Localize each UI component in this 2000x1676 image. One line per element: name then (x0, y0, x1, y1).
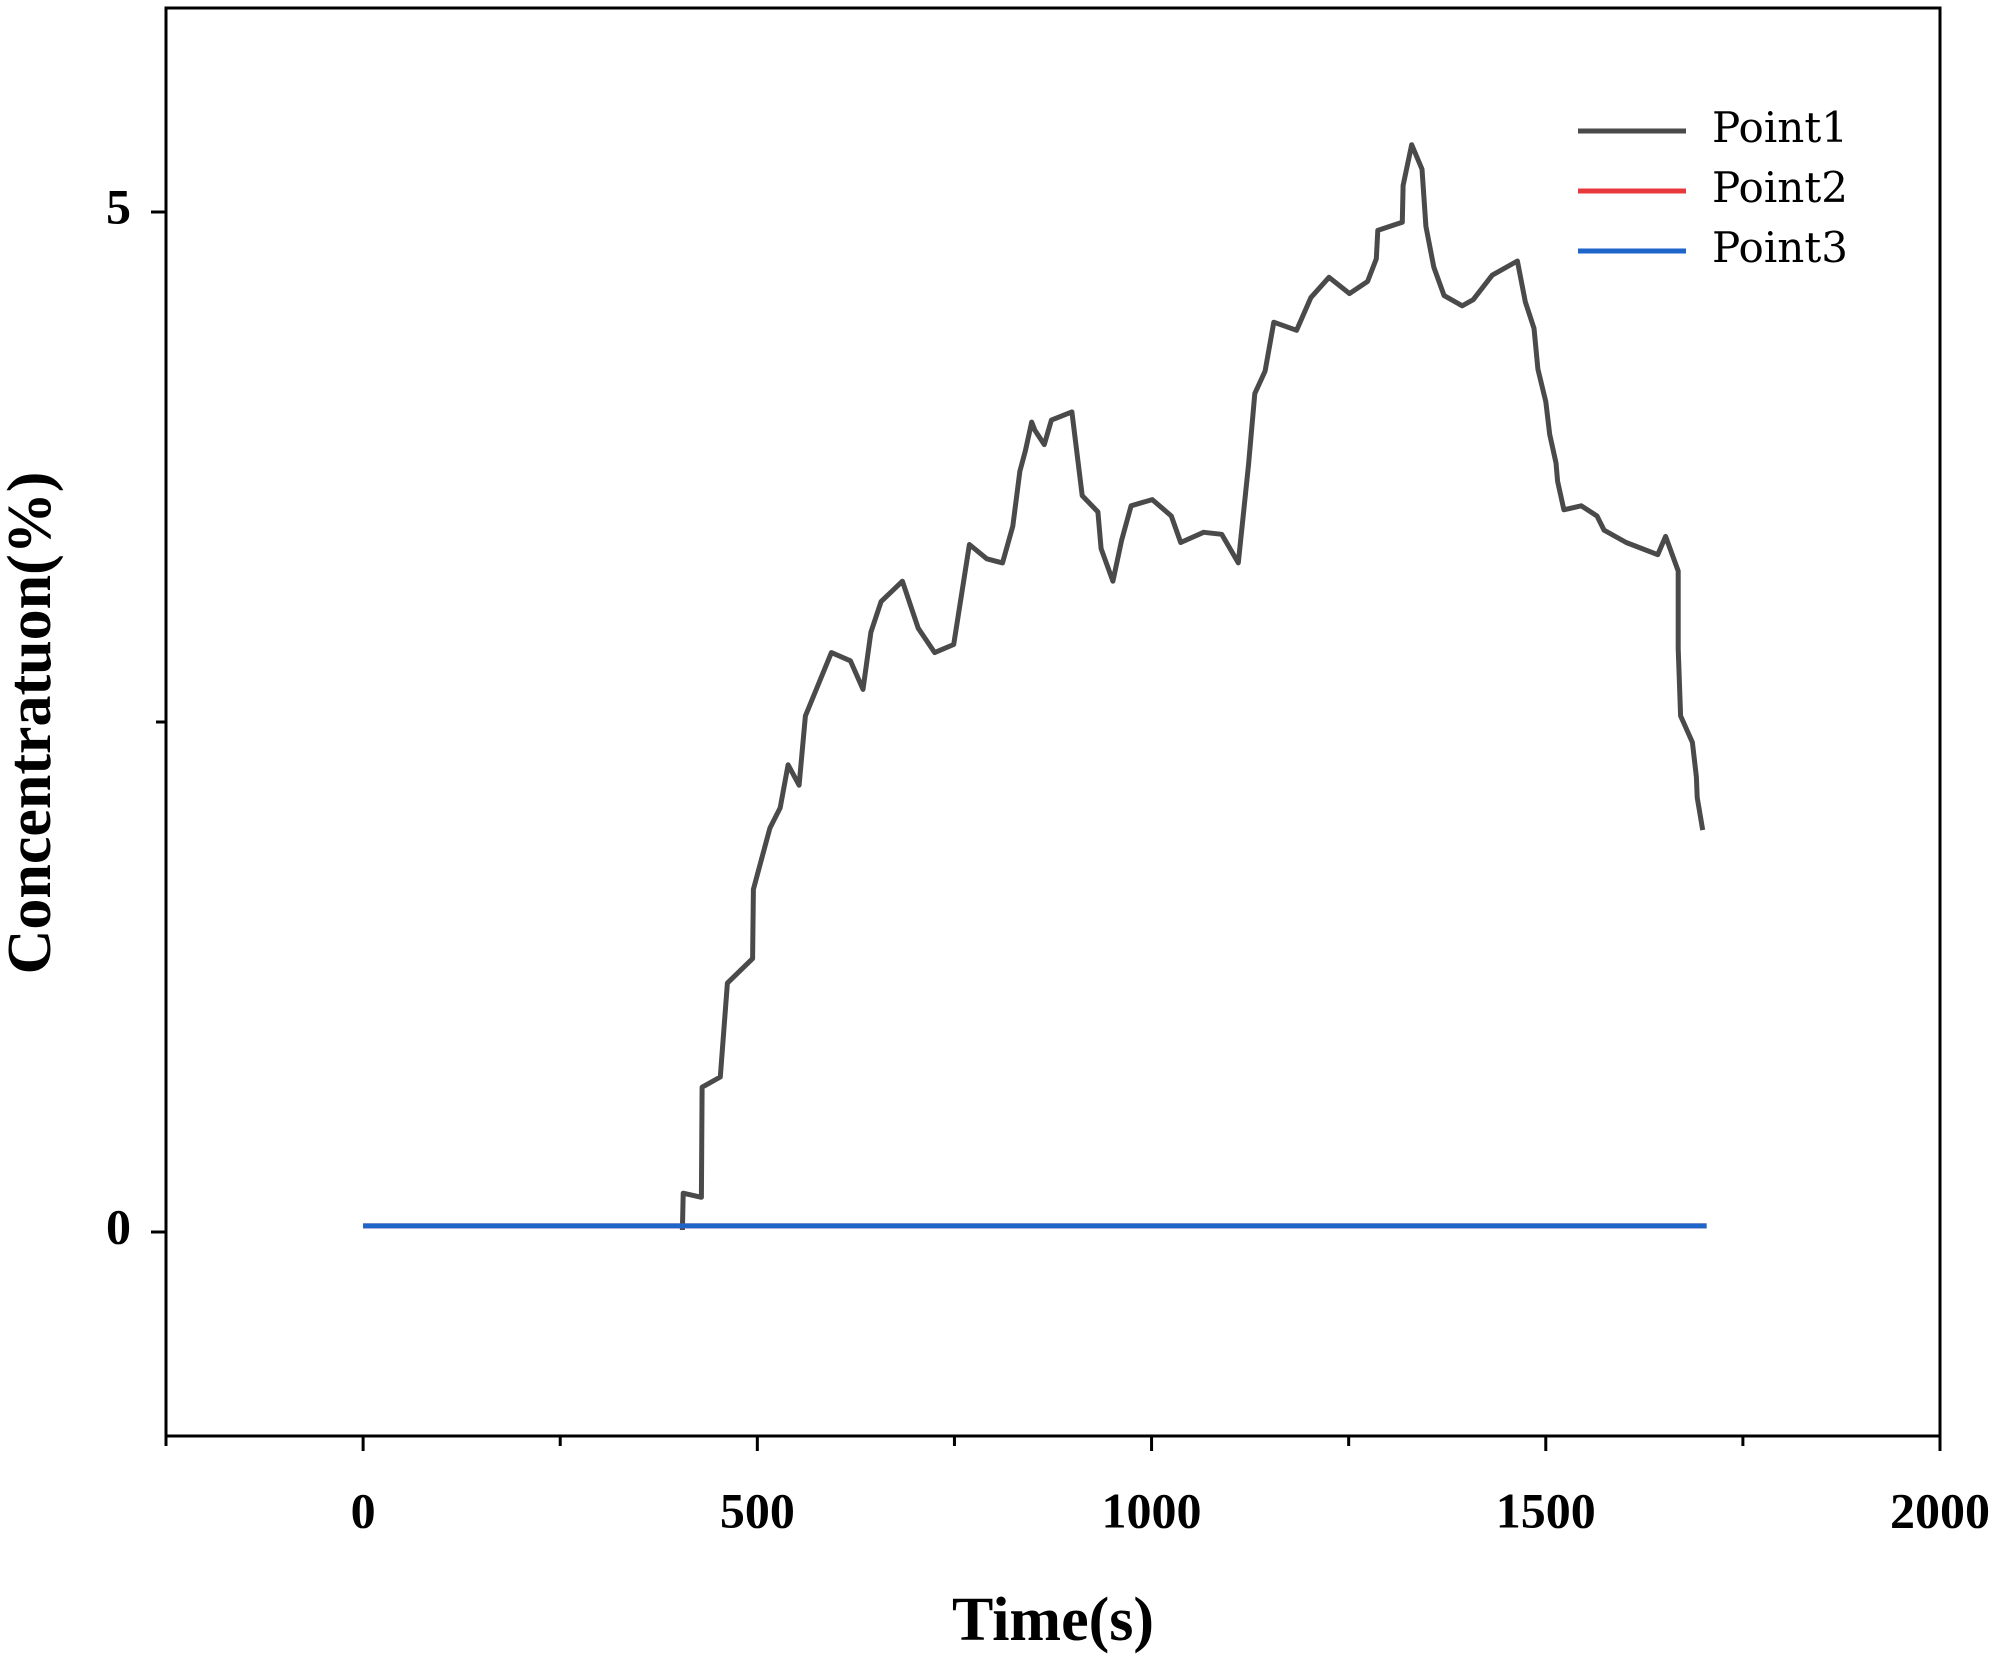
x-tick-label: 1000 (1102, 1482, 1202, 1538)
legend-label: Point1 (1712, 103, 1848, 152)
series-line (679, 142, 1706, 1231)
x-tick-label: 2000 (1890, 1482, 1990, 1538)
x-axis-title: Time(s) (952, 1586, 1154, 1654)
x-tick-label: 1500 (1496, 1482, 1596, 1538)
x-tick-label: 0 (351, 1482, 376, 1538)
legend-label: Point2 (1712, 163, 1848, 212)
x-tick-label: 500 (720, 1482, 795, 1538)
y-tick-label: 5 (106, 178, 131, 234)
y-tick-label: 0 (106, 1198, 131, 1254)
plot-frame (164, 6, 1942, 1438)
legend-label: Point3 (1712, 223, 1848, 272)
y-axis-title: Concentratuon(%) (0, 472, 64, 975)
